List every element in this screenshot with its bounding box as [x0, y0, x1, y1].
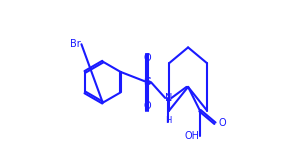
Text: Br: Br	[70, 39, 81, 49]
Text: N: N	[165, 93, 172, 103]
Text: S: S	[143, 77, 151, 87]
Text: OH: OH	[184, 131, 199, 141]
Text: O: O	[143, 101, 151, 111]
Text: H: H	[165, 116, 171, 125]
Text: O: O	[218, 118, 226, 128]
Text: O: O	[143, 53, 151, 64]
